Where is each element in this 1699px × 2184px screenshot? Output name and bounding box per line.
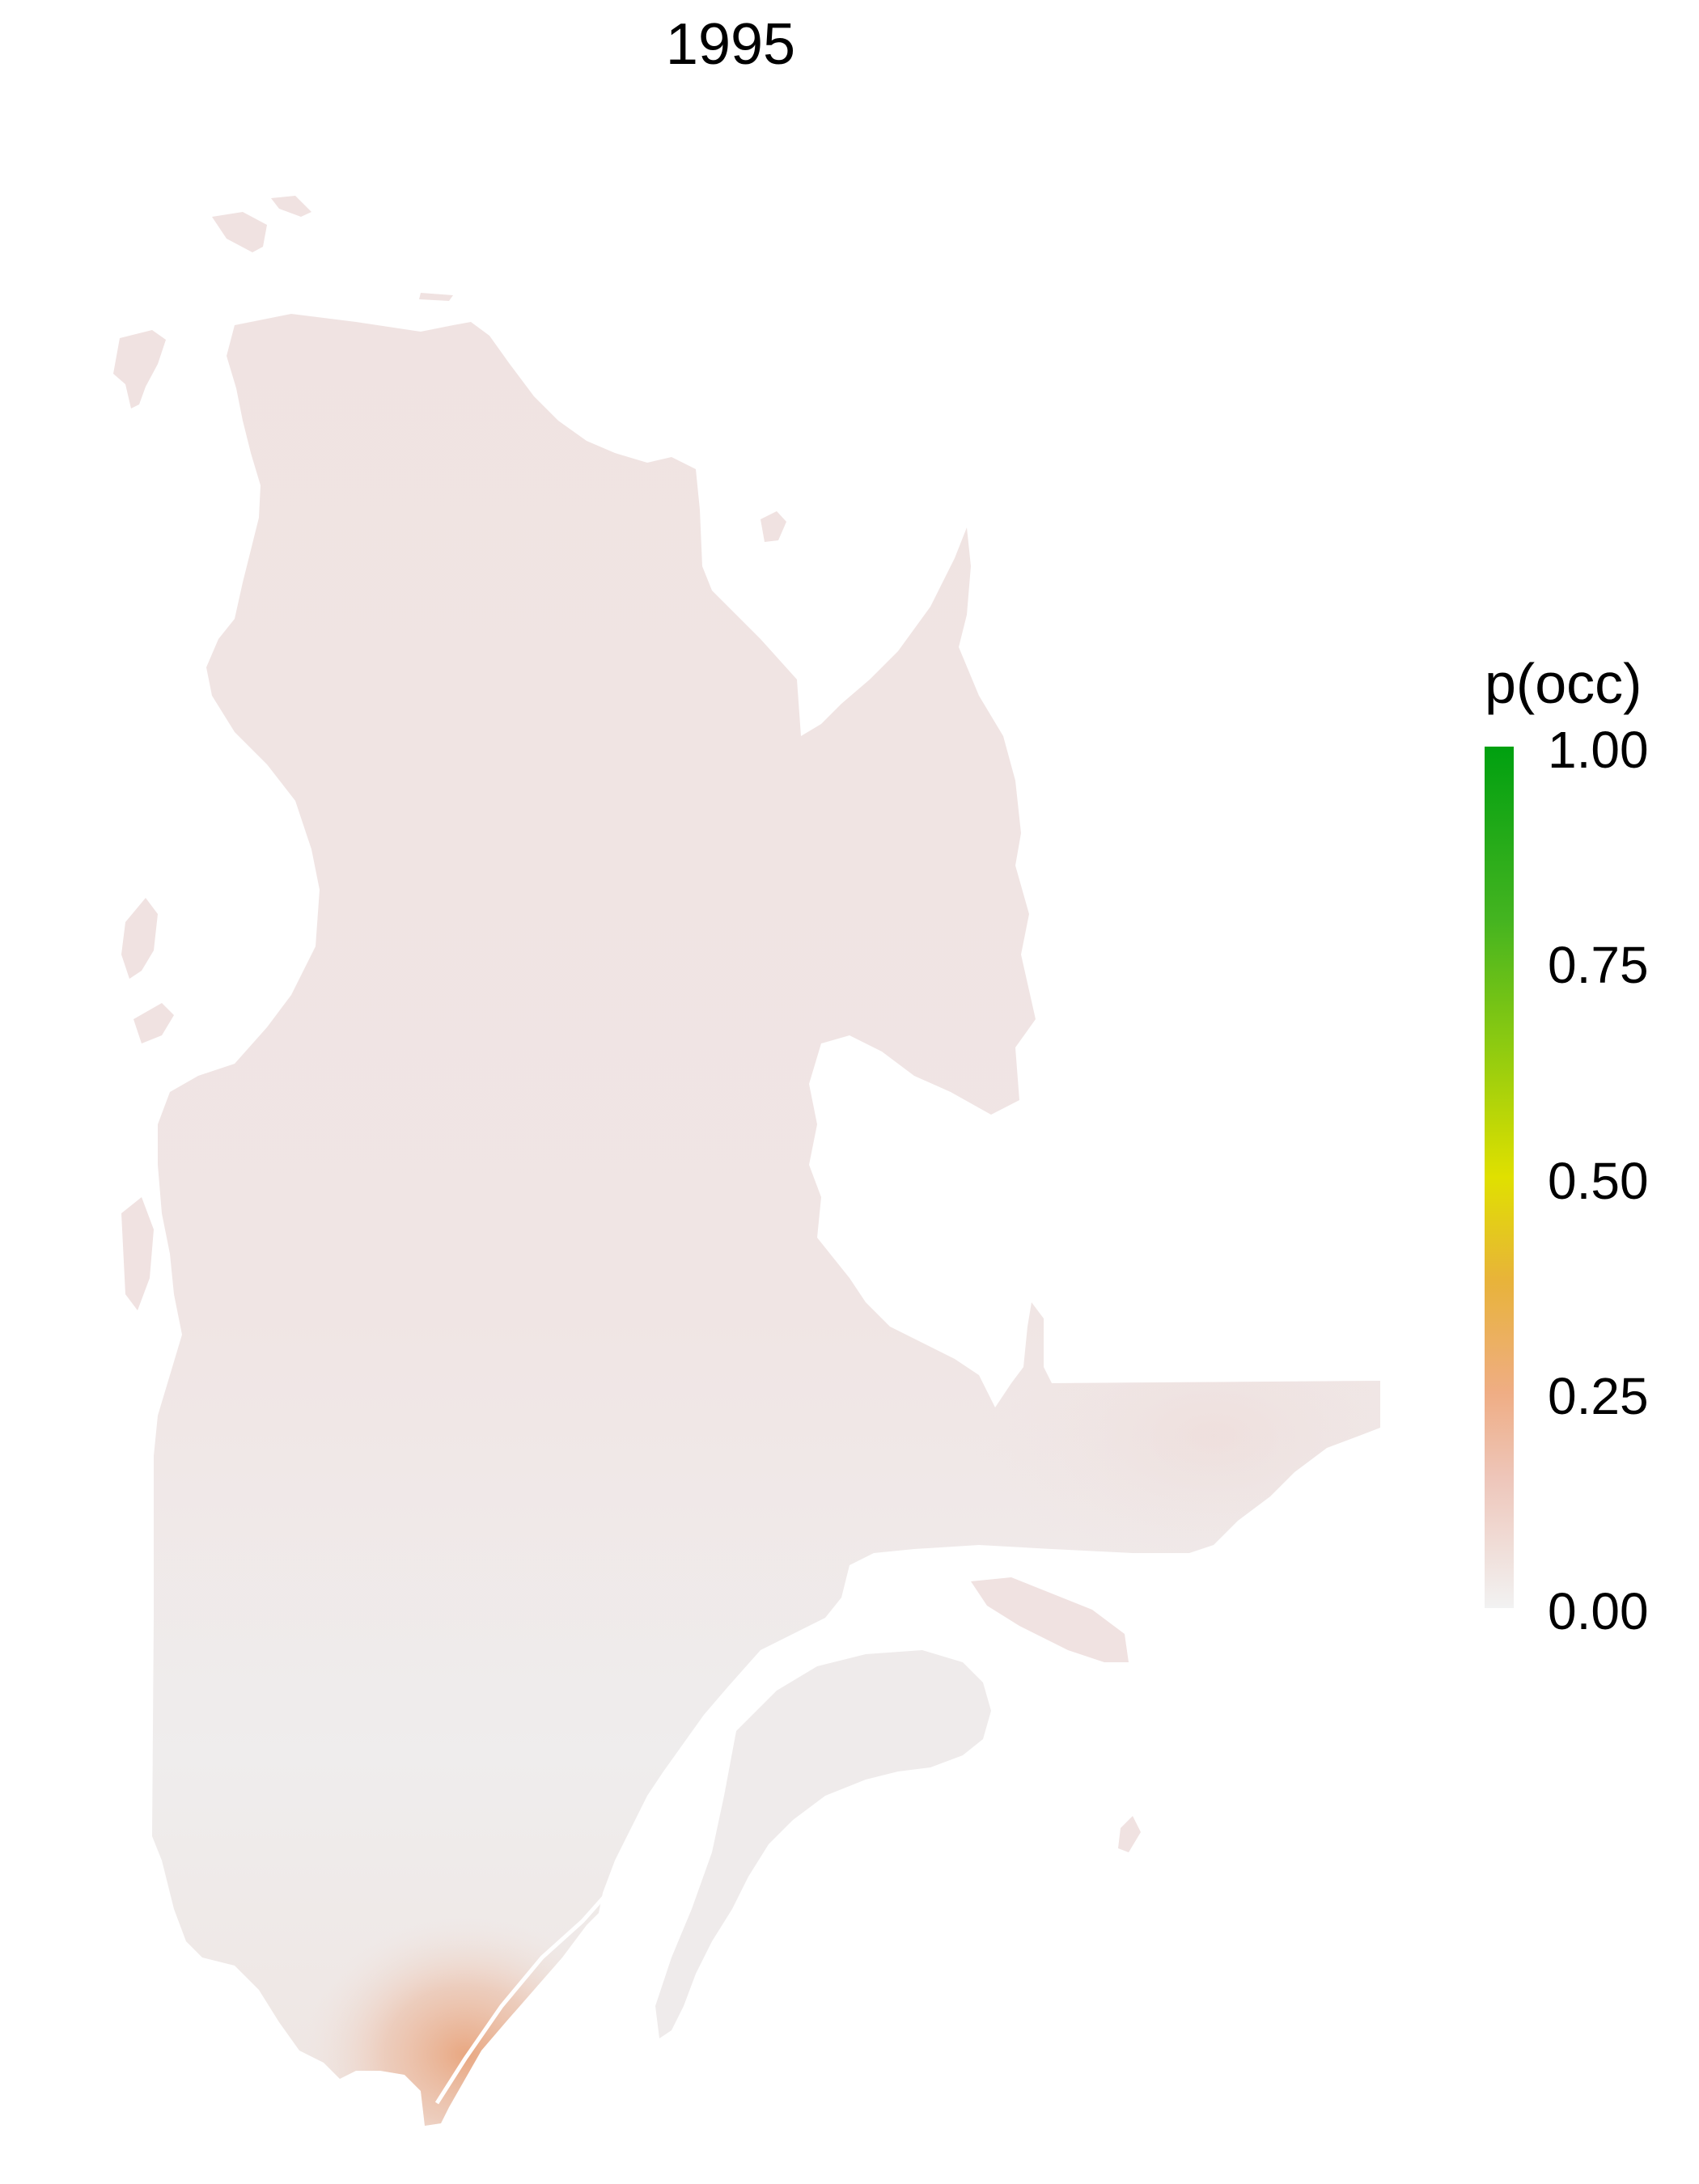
west-coast-fragment-3 (121, 1197, 154, 1310)
legend-colorbar (1485, 747, 1514, 1608)
legend-tick-label: 0.00 (1548, 1582, 1649, 1640)
legend-tick-label: 0.25 (1548, 1366, 1649, 1425)
gaspe-fragment (1118, 1816, 1141, 1852)
island-north-1 (212, 212, 267, 252)
island-north-2 (271, 196, 311, 217)
island-west-1 (113, 330, 166, 408)
island-bay-1 (761, 511, 786, 542)
map-title: 1995 (665, 12, 796, 77)
legend-tick-label: 1.00 (1548, 721, 1649, 779)
legend: p(occ) 1.00 0.75 0.50 0.25 0.00 (1485, 651, 1679, 1670)
west-coast-fragment-2 (133, 1003, 174, 1043)
island-shapes (113, 196, 1141, 1852)
occupancy-map (113, 196, 1380, 2126)
legend-title: p(occ) (1485, 652, 1642, 715)
south-shore-region (655, 1650, 991, 2038)
legend-tick-label: 0.75 (1548, 936, 1649, 995)
occupancy-hotspot (303, 1917, 627, 2126)
island-anticosti (971, 1577, 1129, 1662)
st-lawrence-river (434, 1843, 649, 2105)
west-coast-fragment-1 (121, 898, 158, 979)
island-small-1 (419, 293, 453, 301)
legend-tick-label: 0.50 (1548, 1151, 1649, 1210)
